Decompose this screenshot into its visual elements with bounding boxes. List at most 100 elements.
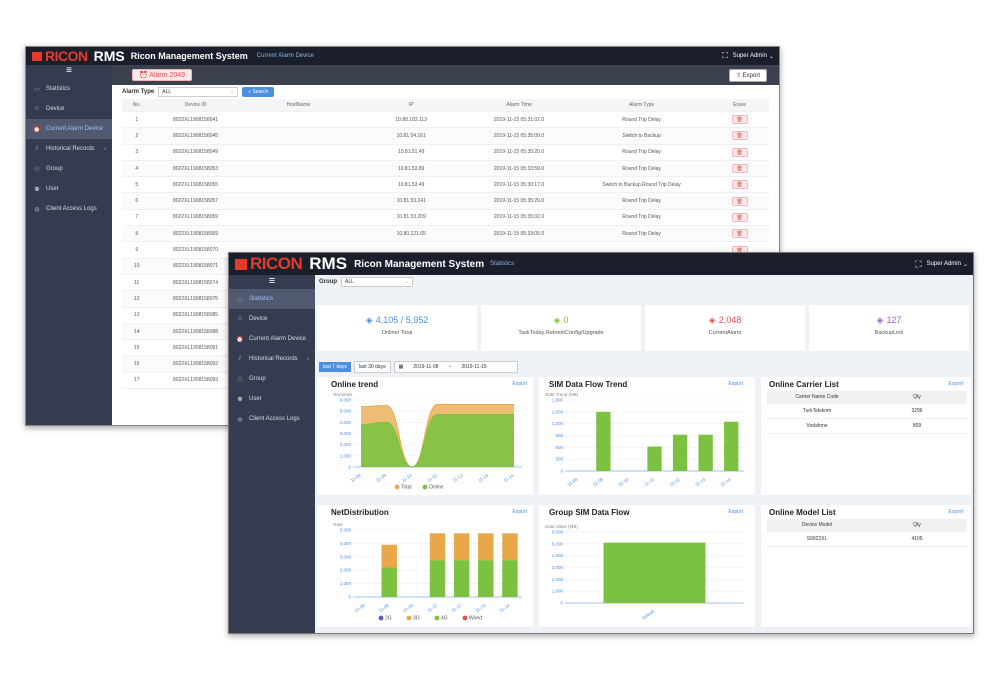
stat-card: ◈ 0 TaskToday Reboot/Config/Upgrade bbox=[481, 305, 641, 351]
sidebar-item-group[interactable]: ⚇ Group bbox=[229, 369, 315, 389]
cell-time: 2019-11-15 05:33:05.0 bbox=[493, 230, 545, 237]
table-row[interactable]: 4 8022XL1908158053 10.81.53.89 2019-11-15 0… bbox=[122, 160, 769, 178]
group-label: Group bbox=[319, 279, 337, 285]
tab-last-7-days[interactable]: last 7 days bbox=[319, 362, 351, 372]
user-menu[interactable]: Super Admin bbox=[732, 53, 767, 59]
alarm-type-select[interactable]: ALL ⌄ bbox=[158, 87, 239, 97]
table-row[interactable]: 7 8022XL1908158059 10.81.53.209 2019-11-15 … bbox=[122, 210, 769, 227]
erase-button[interactable]: 🗑 bbox=[731, 147, 748, 157]
x-tick-label: 11-14 bbox=[503, 472, 515, 483]
stat-label: Online/ Total bbox=[381, 330, 413, 336]
table-row[interactable]: 1 8022XL1908158041 10.88.183.113 2019-11-15… bbox=[122, 112, 769, 129]
sidebar-item-current-alarm-device[interactable]: ⏰ Current Alarm Device bbox=[26, 119, 112, 139]
x-tick-label: 11-13 bbox=[694, 476, 706, 487]
sidebar-item-historical-records[interactable]: ⫽ Historical Records v bbox=[229, 349, 315, 369]
y-tick-label: 4,000 bbox=[340, 541, 352, 546]
erase-button[interactable]: 🗑 bbox=[731, 180, 748, 190]
signal-icon: ◈ bbox=[365, 315, 373, 325]
sidebar-item-user[interactable]: ⚉ User bbox=[26, 179, 112, 199]
x-tick-label: 11-14 bbox=[498, 602, 510, 613]
sidebar-item-client-access-logs[interactable]: ◍ Client Access Logs bbox=[26, 199, 112, 219]
x-tick-label: default bbox=[641, 608, 656, 620]
erase-button[interactable]: 🗑 bbox=[731, 196, 748, 206]
erase-button[interactable]: 🗑 bbox=[731, 131, 748, 141]
x-tick-label: 11-08 bbox=[566, 476, 578, 487]
erase-button[interactable]: 🗑 bbox=[731, 164, 748, 174]
card-title: Online Model List bbox=[769, 508, 836, 517]
calendar-icon: ◈ bbox=[553, 315, 561, 325]
sidebar-item-label: Current Alarm Device bbox=[46, 126, 104, 132]
sidebar-item-device[interactable]: ☺ Device bbox=[229, 309, 315, 329]
sidebar-item-device[interactable]: ☺ Device bbox=[26, 99, 112, 119]
sidebar-item-historical-records[interactable]: ⫽ Historical Records v bbox=[26, 139, 112, 159]
search-icon: ⌕ bbox=[248, 89, 252, 95]
cell-ip: 10.81.53.241 bbox=[396, 198, 426, 205]
export-link[interactable]: Export bbox=[948, 509, 963, 515]
sidebar-item-statistics[interactable]: ▭ Statistics bbox=[26, 79, 112, 99]
column-header: HostName bbox=[286, 102, 311, 108]
cell-no: 12 bbox=[133, 295, 140, 302]
group-select[interactable]: ALL ⌄ bbox=[341, 277, 413, 287]
chevron-down-icon[interactable]: ⌄ bbox=[962, 261, 968, 268]
erase-button[interactable]: 🗑 bbox=[731, 115, 748, 125]
erase-button[interactable]: 🗑 bbox=[731, 212, 748, 222]
sidebar-item-current-alarm-device[interactable]: ⏰ Current Alarm Device bbox=[229, 329, 315, 349]
chevron-down-icon[interactable]: ⌄ bbox=[768, 53, 774, 60]
y-tick-label: 1,800 bbox=[552, 398, 564, 403]
legend-marker bbox=[462, 615, 468, 621]
table-row[interactable]: 3 8022XL1908158049 10.81.51.49 2019-11-15 0… bbox=[122, 145, 769, 161]
search-button[interactable]: ⌕ Search bbox=[242, 87, 275, 97]
export-link[interactable]: Export bbox=[512, 509, 527, 515]
y-tick-label: 6,000 bbox=[552, 530, 564, 535]
export-link[interactable]: Export bbox=[948, 381, 963, 387]
sidebar-item-user[interactable]: ⚉ User bbox=[229, 389, 315, 409]
table-row[interactable]: 2 8022XL1908158045 10.81.54.161 2019-11-15 … bbox=[122, 128, 769, 145]
main-content: Group ALL ⌄ ◈ 4,105 / 5,952 Online/ Total ◈ 0… bbox=[315, 275, 973, 633]
cell: 4105 bbox=[911, 536, 923, 542]
export-link[interactable]: Export bbox=[512, 381, 527, 387]
user-menu[interactable]: Super Admin bbox=[926, 261, 961, 267]
y-tick-label: 0 bbox=[560, 601, 563, 606]
stat-label: CurrentAlarm bbox=[708, 330, 742, 336]
x-tick-label: 11-10 bbox=[617, 476, 629, 487]
y-tick-label: 4,000 bbox=[340, 420, 352, 425]
cell-time: 2019-11-15 05:35:20.0 bbox=[493, 149, 545, 156]
tab-last-30-days[interactable]: last 30 days bbox=[353, 361, 391, 373]
hamburger-icon[interactable]: ≡ bbox=[66, 65, 72, 76]
sidebar-item-statistics[interactable]: ▭ Statistics bbox=[229, 289, 315, 309]
table-row[interactable]: 6 8022XL1908158057 10.81.53.241 2019-11-15 … bbox=[122, 193, 769, 210]
column-header: Alarm Time bbox=[506, 102, 532, 108]
cell-erase: 🗑 bbox=[710, 180, 769, 190]
cell-type: Round Trip Delay bbox=[622, 149, 661, 156]
table-row[interactable]: 5 8022XL1908158055 10.81.53.49 2019-11-15 0… bbox=[122, 177, 769, 194]
bar-segment-4g bbox=[381, 567, 397, 597]
y-tick-label: 3,000 bbox=[340, 554, 352, 559]
sidebar-item-group[interactable]: ⚇ Group bbox=[26, 159, 112, 179]
column-header: Device Model bbox=[801, 522, 833, 528]
export-link[interactable]: Export bbox=[728, 381, 743, 387]
fullscreen-icon[interactable]: ⛶ bbox=[915, 258, 922, 269]
stat-card: ◈ 4,105 / 5,952 Online/ Total bbox=[317, 305, 477, 351]
bar-segment-3g bbox=[478, 533, 494, 561]
sidebar-item-client-access-logs[interactable]: ◍ Client Access Logs bbox=[229, 409, 315, 429]
cell-id: 8022XL1908158071 bbox=[173, 263, 219, 270]
cell-ip: 10.88.183.113 bbox=[395, 116, 427, 123]
breadcrumb[interactable]: Statistics bbox=[490, 261, 515, 267]
hamburger-icon[interactable]: ≡ bbox=[268, 275, 276, 287]
sidebar-item-label: Client Access Logs bbox=[249, 416, 300, 422]
y-tick-label: 0 bbox=[560, 469, 563, 474]
fullscreen-icon[interactable]: ⛶ bbox=[722, 51, 728, 60]
erase-button[interactable]: 🗑 bbox=[731, 229, 748, 239]
net-distribution-chart: Total 0 1,000 2,000 3,000 4,000 5,000 11-08 11-0… bbox=[333, 522, 522, 622]
y-tick-label: 0 bbox=[348, 465, 351, 470]
date-range-picker[interactable]: ▦ 2019-11-08 ~ 2019-11-15 bbox=[393, 361, 518, 373]
breadcrumb[interactable]: Current Alarm Device bbox=[256, 53, 314, 59]
export-button[interactable]: ⇧ Export bbox=[728, 68, 767, 82]
cell-id: 8022XL1908158045 bbox=[173, 132, 219, 139]
cell-id: 8022XL1908158091 bbox=[173, 344, 219, 351]
x-tick-label: 11-12 bbox=[669, 476, 681, 487]
bar-segment-4g bbox=[478, 560, 494, 597]
sidebar-item-label: Statistics bbox=[249, 296, 274, 302]
export-link[interactable]: Export bbox=[728, 509, 743, 515]
table-row[interactable]: 8 8022XL1908158069 10.80.121.65 2019-11-15 … bbox=[122, 226, 769, 243]
